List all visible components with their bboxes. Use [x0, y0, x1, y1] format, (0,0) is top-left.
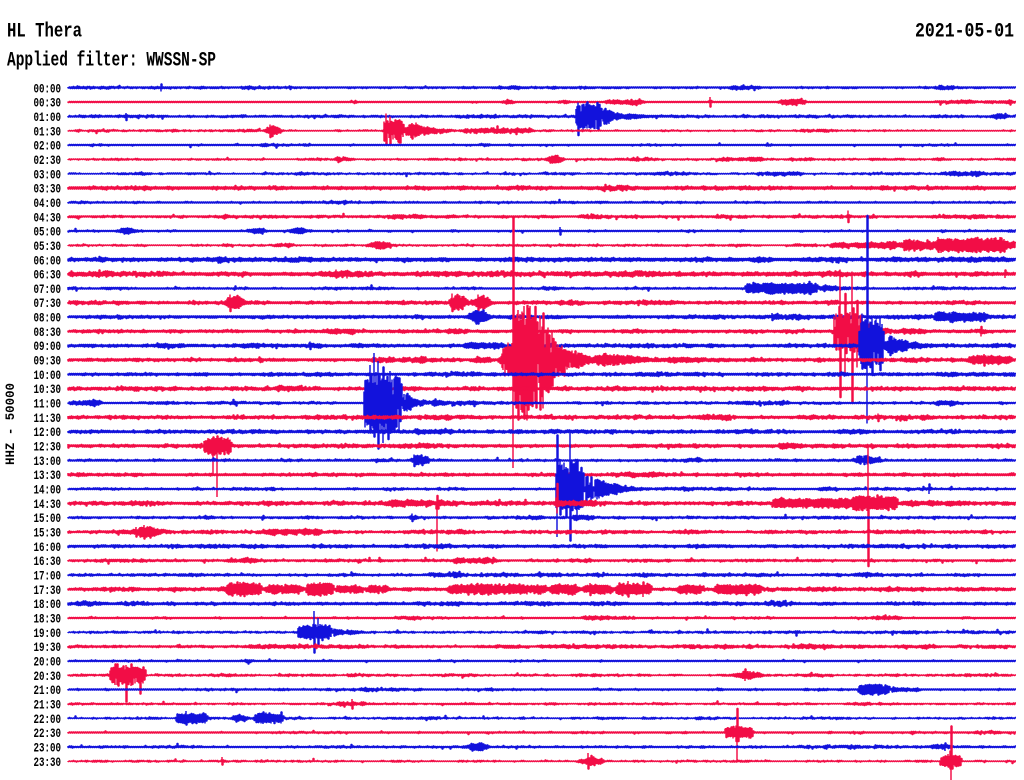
svg-text:10:00: 10:00	[34, 368, 62, 383]
svg-text:04:00: 04:00	[34, 196, 62, 211]
svg-text:01:30: 01:30	[34, 124, 62, 139]
svg-text:19:00: 19:00	[34, 626, 62, 641]
svg-text:HL Thera: HL Thera	[7, 20, 82, 43]
svg-text:00:00: 00:00	[34, 81, 62, 96]
svg-text:07:00: 07:00	[34, 282, 62, 297]
svg-text:19:30: 19:30	[34, 640, 62, 655]
svg-text:05:30: 05:30	[34, 239, 62, 254]
svg-text:Applied filter: WWSSN-SP: Applied filter: WWSSN-SP	[7, 50, 216, 73]
svg-text:09:30: 09:30	[34, 354, 62, 369]
svg-text:20:00: 20:00	[34, 655, 62, 670]
svg-text:21:00: 21:00	[34, 683, 62, 698]
svg-text:04:30: 04:30	[34, 210, 62, 225]
svg-text:06:00: 06:00	[34, 253, 62, 268]
svg-text:02:00: 02:00	[34, 139, 62, 154]
svg-text:16:00: 16:00	[34, 540, 62, 555]
svg-text:06:30: 06:30	[34, 268, 62, 283]
svg-text:13:00: 13:00	[34, 454, 62, 469]
svg-text:23:00: 23:00	[34, 741, 62, 756]
svg-text:2021-05-01: 2021-05-01	[915, 20, 1014, 43]
svg-text:22:30: 22:30	[34, 726, 62, 741]
svg-text:13:30: 13:30	[34, 468, 62, 483]
svg-text:23:30: 23:30	[34, 755, 62, 770]
svg-text:01:00: 01:00	[34, 110, 62, 125]
svg-text:08:30: 08:30	[34, 325, 62, 340]
svg-text:07:30: 07:30	[34, 296, 62, 311]
svg-text:HHZ - 50000: HHZ - 50000	[3, 383, 18, 465]
svg-text:05:00: 05:00	[34, 225, 62, 240]
svg-text:03:00: 03:00	[34, 167, 62, 182]
svg-text:21:30: 21:30	[34, 698, 62, 713]
svg-text:11:30: 11:30	[34, 411, 62, 426]
svg-text:16:30: 16:30	[34, 554, 62, 569]
svg-text:11:00: 11:00	[34, 397, 62, 412]
svg-text:18:30: 18:30	[34, 612, 62, 627]
svg-text:00:30: 00:30	[34, 96, 62, 111]
svg-text:17:00: 17:00	[34, 569, 62, 584]
svg-text:14:00: 14:00	[34, 483, 62, 498]
svg-text:14:30: 14:30	[34, 497, 62, 512]
svg-text:03:30: 03:30	[34, 182, 62, 197]
svg-text:10:30: 10:30	[34, 382, 62, 397]
svg-text:15:00: 15:00	[34, 511, 62, 526]
svg-text:12:30: 12:30	[34, 440, 62, 455]
svg-text:08:00: 08:00	[34, 311, 62, 326]
svg-text:09:00: 09:00	[34, 339, 62, 354]
svg-text:17:30: 17:30	[34, 583, 62, 598]
svg-text:20:30: 20:30	[34, 669, 62, 684]
svg-text:02:30: 02:30	[34, 153, 62, 168]
svg-text:18:00: 18:00	[34, 597, 62, 612]
svg-text:22:00: 22:00	[34, 712, 62, 727]
svg-text:12:00: 12:00	[34, 425, 62, 440]
svg-text:15:30: 15:30	[34, 526, 62, 541]
